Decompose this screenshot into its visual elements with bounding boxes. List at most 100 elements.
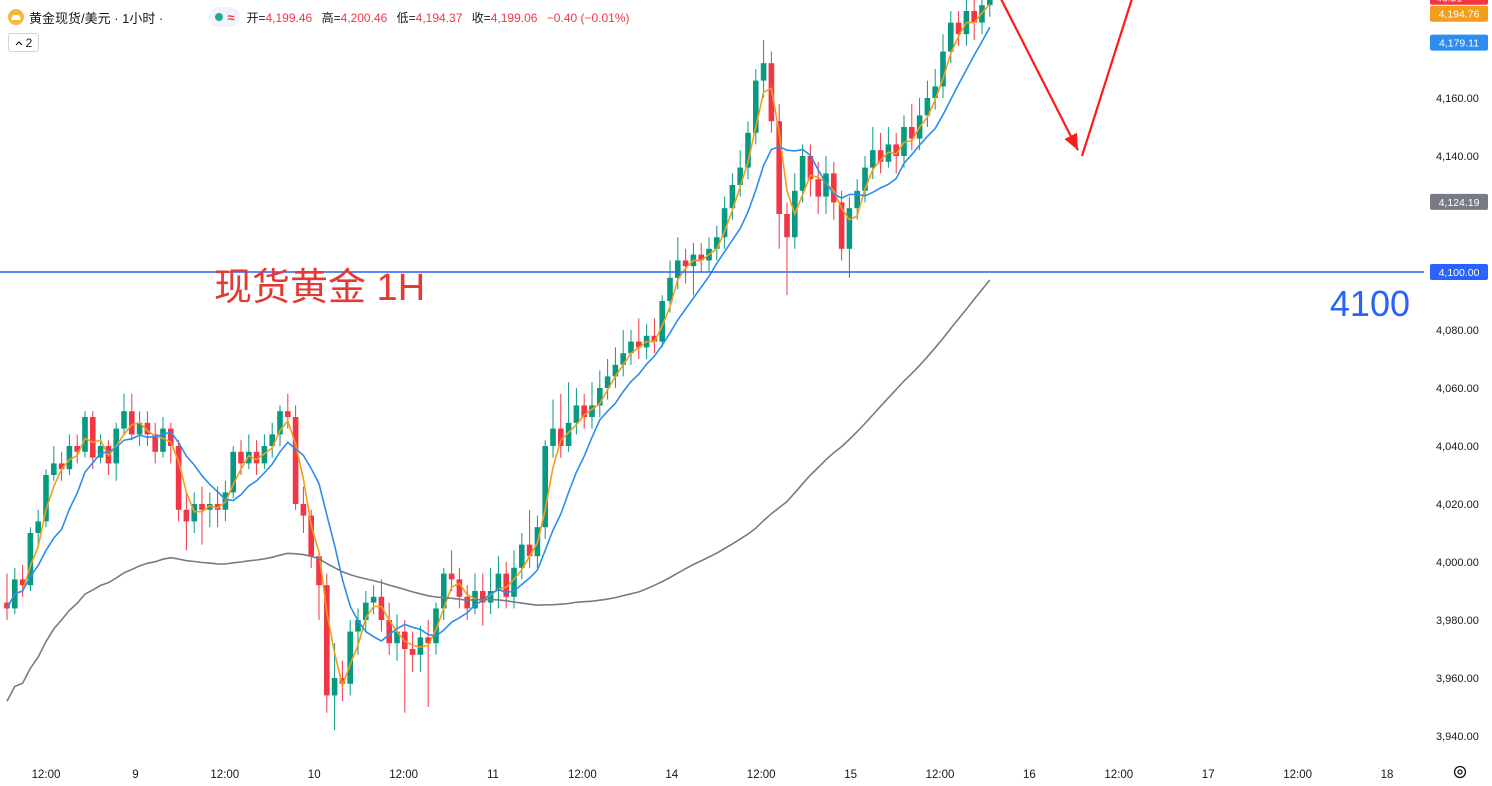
price-tag-box xyxy=(1430,34,1488,51)
candle-body xyxy=(495,573,502,591)
candle xyxy=(472,573,478,615)
candle-body xyxy=(971,11,977,23)
candle xyxy=(456,567,463,609)
candle xyxy=(292,405,299,510)
gold-ingot-icon xyxy=(8,9,24,25)
candle xyxy=(737,150,743,197)
price-axis[interactable]: 3,940.00 3,960.00 3,980.00 4,000.00 4,020.00… xyxy=(1436,0,1479,743)
x-tick-label: 12:00 xyxy=(1283,769,1312,781)
low-value: 4,194.37 xyxy=(415,10,463,25)
candle xyxy=(838,190,845,261)
candle xyxy=(604,359,611,400)
candle xyxy=(66,434,73,475)
price-level-tag: 4,100.00 xyxy=(1430,264,1488,280)
candle xyxy=(269,422,275,458)
candle-body xyxy=(729,185,736,209)
time-axis[interactable]: 12:00 9 12:00 10 12:00 11 12:00 14 12:00 15 12:00 1… xyxy=(32,769,1394,781)
candle xyxy=(370,585,377,615)
candle-body xyxy=(456,579,463,597)
candle xyxy=(35,509,41,545)
candle-body xyxy=(542,446,548,528)
candle xyxy=(300,486,307,533)
candle-body xyxy=(308,515,314,557)
candle-body xyxy=(136,422,143,435)
candle-body xyxy=(183,509,190,522)
candle-body xyxy=(51,463,57,475)
candle xyxy=(207,492,213,528)
candle-body xyxy=(877,150,884,162)
candle-body xyxy=(573,405,580,423)
chart-annotation-title: 现货黄金 1H xyxy=(214,267,425,309)
price-tag-box xyxy=(1430,0,1488,5)
candle xyxy=(183,492,190,551)
plot-area: 428042504100 xyxy=(0,0,1424,731)
candle-body xyxy=(144,422,151,435)
price-tag: 4,194.76 xyxy=(1430,5,1488,22)
candle xyxy=(620,330,626,377)
arrow-shaft xyxy=(1080,0,1133,157)
candle xyxy=(877,132,884,174)
candle xyxy=(714,225,720,261)
y-tick-label: 4,060.00 xyxy=(1436,383,1479,395)
candle xyxy=(394,614,400,661)
candle xyxy=(246,434,252,470)
wave-icon: ≈ xyxy=(227,9,235,25)
candle xyxy=(612,347,619,388)
price-tags: 4,280.004,250.004,100.004,199.0646:514,1… xyxy=(1430,0,1488,280)
candle-body xyxy=(207,504,213,510)
candle-body xyxy=(238,451,244,464)
candle-body xyxy=(604,376,611,388)
indicators-toggle-button[interactable]: 2 xyxy=(8,33,39,52)
x-tick-label: 12:00 xyxy=(389,769,418,781)
symbol-title[interactable]: 黄金现货/美元 · 1小时 · xyxy=(29,10,164,26)
countdown-text: 46:51 xyxy=(1436,0,1462,5)
candle-body xyxy=(870,150,876,168)
candle xyxy=(971,0,977,40)
candle xyxy=(277,405,283,446)
x-tick-label: 12:00 xyxy=(210,769,239,781)
candle xyxy=(760,40,767,98)
candle-body xyxy=(838,202,845,249)
gear-icon[interactable] xyxy=(1452,764,1468,780)
candle xyxy=(464,585,470,620)
candle-body xyxy=(955,22,962,35)
candle-body xyxy=(324,585,330,696)
candle-body xyxy=(620,353,626,365)
candle-body xyxy=(409,649,416,655)
candle-body xyxy=(27,533,34,586)
candle-body xyxy=(152,434,158,452)
candle-body xyxy=(448,573,455,580)
candle-body xyxy=(480,591,486,603)
candle-body xyxy=(714,237,720,249)
chevron-icon xyxy=(15,40,23,45)
candle xyxy=(721,196,728,249)
candle xyxy=(745,121,751,180)
candle-body xyxy=(4,602,10,609)
candle-body xyxy=(370,596,377,603)
candle xyxy=(550,399,556,458)
candle xyxy=(43,469,49,528)
high-label: 高= xyxy=(321,10,341,25)
candle xyxy=(526,509,533,568)
x-tick-label: 14 xyxy=(665,769,678,781)
candle-body xyxy=(261,446,268,464)
y-tick-label: 4,080.00 xyxy=(1436,325,1479,337)
candle-body xyxy=(628,341,634,354)
candle xyxy=(113,422,119,481)
candle-body xyxy=(558,428,564,446)
change-value: −0.40 (−0.01%) xyxy=(546,10,630,25)
x-tick-label: 11 xyxy=(487,769,499,781)
candle xyxy=(82,411,88,458)
candle-body xyxy=(807,156,814,180)
candle xyxy=(199,486,205,545)
high-value: 4,200.46 xyxy=(340,10,388,25)
candle-body xyxy=(191,504,197,522)
candle-body xyxy=(253,451,260,464)
candle xyxy=(628,330,634,365)
x-tick-label: 15 xyxy=(844,769,857,781)
ma-mid-line xyxy=(6,26,991,642)
candle xyxy=(448,550,455,591)
symbol-header: 黄金现货/美元 · 1小时 · ≈ 开=4,199.46 高=4,200.46 … xyxy=(8,7,636,27)
market-status-pill[interactable]: ≈ xyxy=(209,7,241,27)
